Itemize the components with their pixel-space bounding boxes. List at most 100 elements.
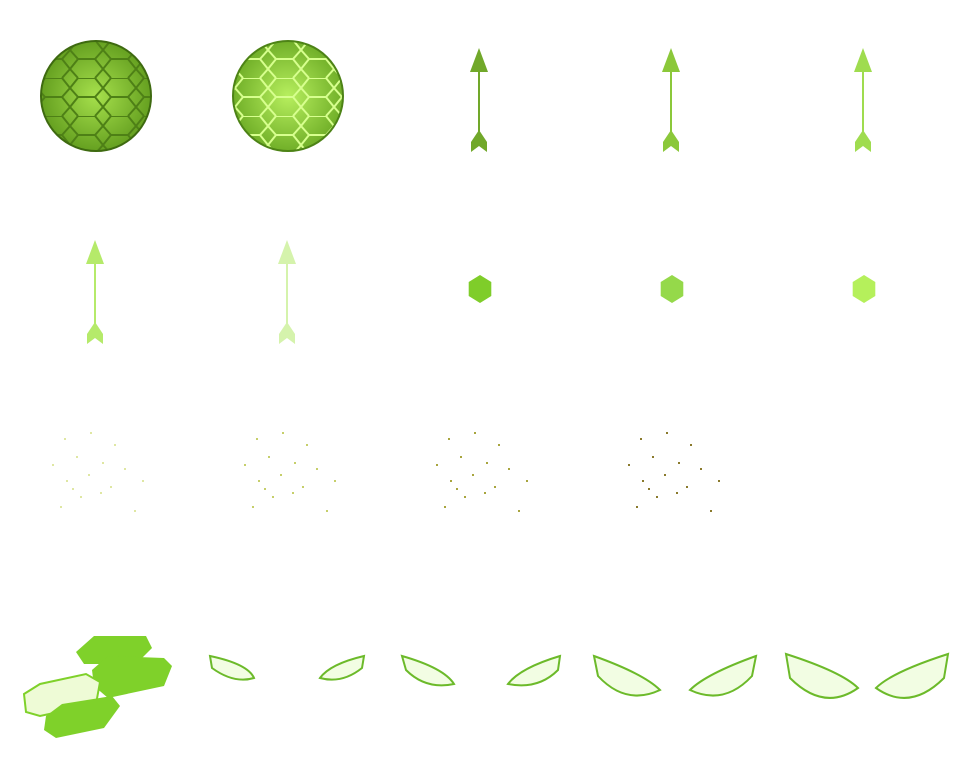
arrow-4-fletching bbox=[87, 322, 103, 344]
sparkle-dot bbox=[652, 456, 654, 458]
sparkle-dot bbox=[486, 462, 488, 464]
sparkle-dot bbox=[464, 496, 466, 498]
sparkle-dot bbox=[268, 456, 270, 458]
sparkle-dot bbox=[666, 432, 668, 434]
shield-shards bbox=[22, 636, 172, 738]
hexagons-layer bbox=[468, 275, 876, 303]
sparkle-dot bbox=[294, 462, 296, 464]
sparkle-dot bbox=[52, 464, 54, 466]
slash-1-right bbox=[318, 654, 366, 681]
shard-right bbox=[92, 656, 172, 698]
sparkle-dot bbox=[280, 474, 282, 476]
sparkle-dot bbox=[508, 468, 510, 470]
sparkle-dot bbox=[264, 488, 266, 490]
slashes-layer bbox=[208, 652, 950, 699]
sparkle-dot bbox=[474, 432, 476, 434]
arrow-3-fletching bbox=[855, 130, 871, 152]
arrow-3-shaft bbox=[862, 68, 864, 132]
slash-1-left bbox=[208, 654, 256, 681]
arrow-5-head bbox=[278, 240, 296, 264]
arrow-4-head bbox=[86, 240, 104, 264]
arrow-1-shaft bbox=[478, 68, 480, 132]
sparkle-dot bbox=[526, 480, 528, 482]
sparkle-dot bbox=[700, 468, 702, 470]
sparkles-layer bbox=[52, 432, 720, 512]
arrow-4 bbox=[86, 240, 104, 344]
sparkle-dot bbox=[640, 438, 642, 440]
sparkle-dot bbox=[718, 480, 720, 482]
sparkle-dot bbox=[456, 488, 458, 490]
arrow-1 bbox=[470, 48, 488, 152]
sparkle-dot bbox=[256, 438, 258, 440]
arrow-1-fletching bbox=[471, 130, 487, 152]
sparkle-dot bbox=[102, 462, 104, 464]
arrow-5-fletching bbox=[279, 322, 295, 344]
arrow-3 bbox=[854, 48, 872, 152]
arrows-layer bbox=[86, 48, 872, 344]
slash-4-left bbox=[784, 652, 860, 699]
sparkle-dot bbox=[60, 506, 62, 508]
sparkle-dot bbox=[472, 474, 474, 476]
sparkle-dot bbox=[306, 444, 308, 446]
arrow-2-head bbox=[662, 48, 680, 72]
shield-1-outline bbox=[232, 40, 344, 152]
shield-0-grid bbox=[41, 41, 151, 151]
sparkle-dot bbox=[64, 438, 66, 440]
sparkle-dot bbox=[444, 506, 446, 508]
sparkle-dot bbox=[134, 510, 136, 512]
sparkle-dot bbox=[76, 456, 78, 458]
sparkle-dot bbox=[690, 444, 692, 446]
sparkle-dot bbox=[664, 474, 666, 476]
sparkle-dot bbox=[648, 488, 650, 490]
sparkle-dot bbox=[292, 492, 294, 494]
sparkle-dot bbox=[302, 486, 304, 488]
sparkle-dot bbox=[656, 496, 658, 498]
sparkle-dot bbox=[114, 444, 116, 446]
sparkle-dot bbox=[628, 464, 630, 466]
sparkle-cloud-2 bbox=[244, 432, 336, 512]
shield-glowing bbox=[232, 40, 344, 152]
sparkle-dot bbox=[498, 444, 500, 446]
sparkle-dot bbox=[110, 486, 112, 488]
sparkle-dot bbox=[460, 456, 462, 458]
sparkle-dot bbox=[494, 486, 496, 488]
sparkle-dot bbox=[710, 510, 712, 512]
shield-normal bbox=[40, 40, 152, 152]
sparkle-dot bbox=[272, 496, 274, 498]
arrow-5-shaft bbox=[286, 260, 288, 324]
sparkle-dot bbox=[72, 488, 74, 490]
sparkle-dot bbox=[80, 496, 82, 498]
hexagon-1 bbox=[468, 275, 492, 303]
arrow-3-head bbox=[854, 48, 872, 72]
sparkle-dot bbox=[676, 492, 678, 494]
slash-3-right bbox=[688, 654, 758, 697]
sparkle-dot bbox=[448, 438, 450, 440]
sparkle-dot bbox=[142, 480, 144, 482]
sparkle-dot bbox=[100, 492, 102, 494]
arrow-5 bbox=[278, 240, 296, 344]
sparkle-dot bbox=[316, 468, 318, 470]
arrow-4-shaft bbox=[94, 260, 96, 324]
shield-1-grid bbox=[233, 41, 343, 151]
sparkle-cloud-4 bbox=[628, 432, 720, 512]
sparkle-dot bbox=[450, 480, 452, 482]
sparkle-dot bbox=[642, 480, 644, 482]
slash-2-right bbox=[506, 654, 562, 687]
sparkle-dot bbox=[484, 492, 486, 494]
hexagon-2 bbox=[660, 275, 684, 303]
sparkle-dot bbox=[334, 480, 336, 482]
sparkle-dot bbox=[124, 468, 126, 470]
sparkle-dot bbox=[66, 480, 68, 482]
sparkle-dot bbox=[244, 464, 246, 466]
sparkle-dot bbox=[258, 480, 260, 482]
sparkle-dot bbox=[282, 432, 284, 434]
sparkle-dot bbox=[326, 510, 328, 512]
sparkle-dot bbox=[518, 510, 520, 512]
sparkle-dot bbox=[636, 506, 638, 508]
sparkle-dot bbox=[90, 432, 92, 434]
sparkle-dot bbox=[88, 474, 90, 476]
shard-bottom bbox=[44, 696, 120, 738]
sparkle-cloud-3 bbox=[436, 432, 528, 512]
